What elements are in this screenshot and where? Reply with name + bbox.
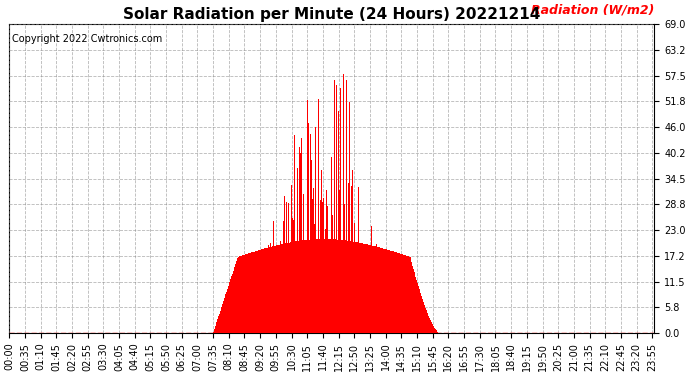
Text: Copyright 2022 Cwtronics.com: Copyright 2022 Cwtronics.com — [12, 34, 162, 44]
Title: Solar Radiation per Minute (24 Hours) 20221214: Solar Radiation per Minute (24 Hours) 20… — [123, 7, 540, 22]
Text: Radiation (W/m2): Radiation (W/m2) — [531, 4, 654, 16]
